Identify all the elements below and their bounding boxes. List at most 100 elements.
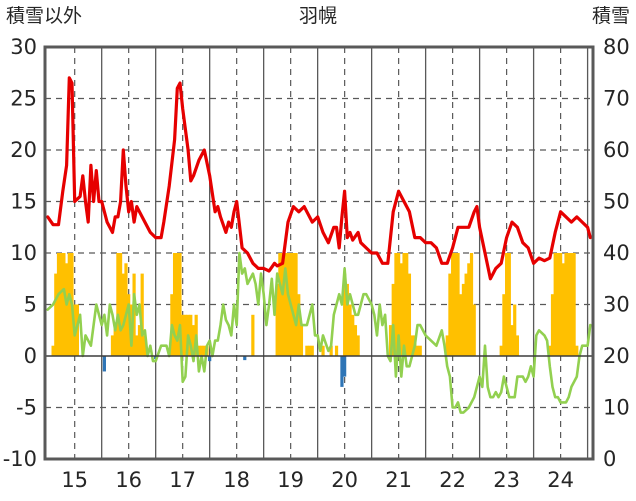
orange-bar [51, 345, 55, 356]
orange-bar [64, 263, 69, 356]
y-left-tick-label: 20 [10, 138, 37, 162]
orange-bar [356, 335, 360, 356]
orange-bar [464, 273, 468, 356]
orange-bar [397, 253, 401, 356]
y-left-tick-label: 10 [10, 241, 37, 265]
orange-bar [515, 335, 520, 356]
orange-bar [189, 314, 193, 356]
x-tick-label: 24 [547, 468, 574, 492]
orange-bar [121, 273, 125, 356]
orange-bar [181, 314, 185, 356]
orange-bar [415, 345, 420, 356]
x-tick-label: 19 [277, 468, 304, 492]
chart-title: 羽幌 [299, 5, 337, 27]
orange-bar [321, 345, 325, 356]
orange-bar [118, 253, 123, 356]
green-series-line [46, 251, 592, 414]
orange-bar [569, 253, 574, 356]
orange-bar [286, 253, 290, 356]
orange-bar [575, 345, 579, 356]
right-axis-title: 積雪 [592, 5, 630, 27]
blue-bar [102, 356, 106, 372]
orange-bar [353, 325, 358, 356]
orange-bar [402, 253, 406, 356]
x-tick-label: 17 [169, 468, 196, 492]
orange-bar [513, 304, 517, 356]
y-left-tick-label: 25 [10, 87, 37, 111]
blue-bar [243, 356, 247, 361]
orange-bar [399, 263, 403, 356]
orange-bar [459, 294, 463, 356]
orange-bar [178, 253, 182, 356]
orange-bar [348, 304, 352, 356]
orange-bar [343, 273, 347, 356]
orange-bar [499, 345, 503, 356]
orange-bar [467, 263, 471, 356]
orange-bar [451, 253, 455, 356]
y-left-tick-label: 30 [10, 35, 37, 59]
orange-bar [572, 253, 576, 356]
orange-bar [172, 253, 177, 356]
blue-bar [208, 356, 212, 362]
y-right-tick-label: 0 [603, 447, 616, 471]
orange-bar [62, 253, 66, 356]
y-left-tick-label: 0 [24, 344, 37, 368]
orange-bar [329, 345, 333, 356]
orange-bar [445, 335, 449, 356]
orange-bar [56, 253, 61, 356]
orange-bar [564, 253, 568, 356]
blue-bar [340, 356, 344, 387]
y-right-tick-label: 20 [603, 344, 630, 368]
y-right-tick-label: 50 [603, 190, 630, 214]
orange-bar [59, 253, 63, 356]
lines [46, 76, 592, 414]
orange-bar [127, 294, 131, 356]
orange-bar [507, 253, 511, 356]
orange-bar [510, 325, 514, 356]
orange-bar [135, 335, 139, 356]
orange-bar [124, 263, 128, 356]
orange-bar [199, 345, 204, 356]
orange-bar [469, 253, 474, 356]
y-right-tick-label: 10 [603, 396, 630, 420]
orange-bar [183, 314, 187, 356]
orange-bar [280, 253, 285, 356]
orange-bar [472, 304, 476, 356]
orange-bar [351, 314, 355, 356]
x-tick-label: 18 [223, 468, 250, 492]
y-right-tick-label: 70 [603, 87, 630, 111]
orange-bar [202, 345, 206, 356]
orange-bar [502, 294, 506, 356]
orange-bar [307, 345, 312, 356]
orange-bar [305, 345, 309, 356]
orange-bar [278, 253, 282, 356]
orange-bar [388, 325, 393, 356]
y-right-tick-label: 80 [603, 35, 630, 59]
orange-bar [137, 325, 142, 356]
orange-bar [407, 273, 412, 356]
orange-bar [197, 345, 201, 356]
orange-bar [405, 253, 409, 356]
orange-bar [410, 335, 414, 356]
x-tick-label: 16 [115, 468, 142, 492]
blue-bar [343, 356, 347, 377]
orange-bar [559, 253, 563, 356]
orange-bar [550, 294, 555, 356]
orange-bar [345, 283, 349, 356]
orange-bar [334, 345, 339, 356]
orange-bar [299, 325, 304, 356]
orange-bar [54, 273, 58, 356]
orange-bar [391, 283, 395, 356]
orange-bar [116, 253, 120, 356]
orange-bar [294, 253, 298, 356]
orange-bar [561, 263, 565, 356]
y-left-tick-label: 15 [10, 190, 37, 214]
orange-bar [567, 253, 571, 356]
orange-bar [310, 345, 314, 356]
orange-bar [67, 253, 71, 356]
orange-bar [456, 253, 460, 356]
orange-bar [553, 253, 557, 356]
x-tick-label: 21 [385, 468, 412, 492]
orange-bar [191, 325, 196, 356]
